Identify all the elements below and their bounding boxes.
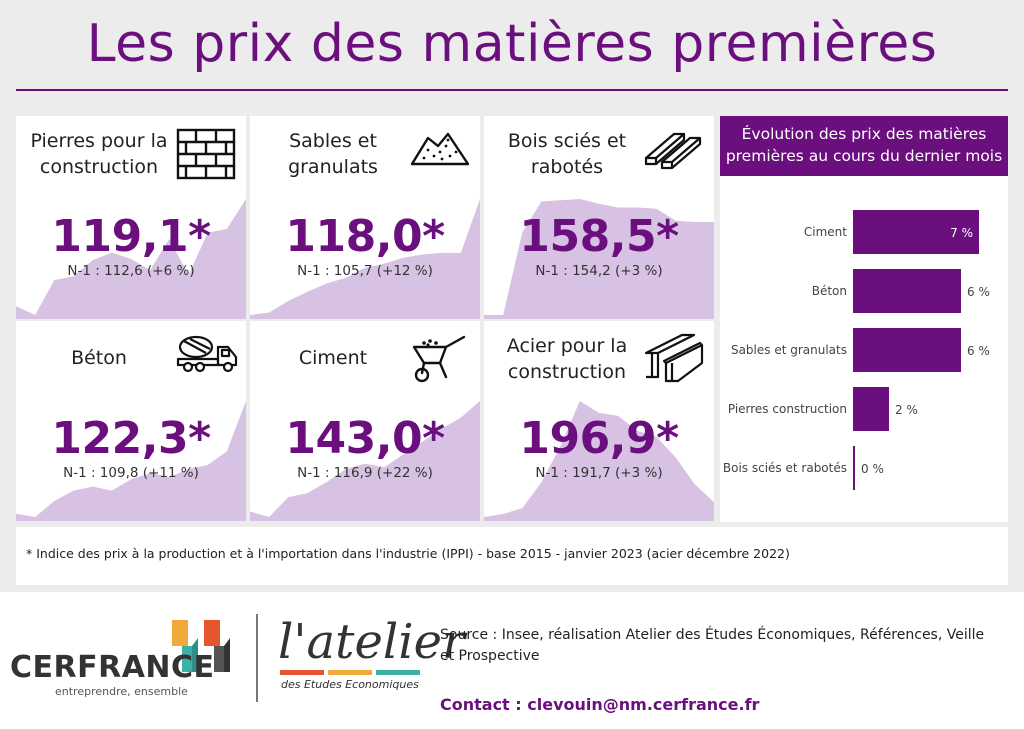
bar (853, 269, 961, 313)
atelier-logo-title: l'atelier (278, 614, 465, 670)
bar (853, 210, 979, 254)
card-previous-year: N-1 : 116,9 (+22 %) (297, 465, 433, 481)
card-value: 196,9* (519, 413, 679, 464)
indicator-card: Pierres pour la construction 119,1* N-1 : … (16, 116, 246, 319)
sand-pile-icon (410, 128, 470, 173)
footer-separator (256, 614, 258, 702)
cerfrance-brand: CERFRANCE (10, 650, 215, 685)
atelier-logo-subtitle: des Etudes Economiques (281, 678, 419, 691)
card-previous-year: N-1 : 191,7 (+3 %) (535, 465, 663, 481)
card-previous-year: N-1 : 154,2 (+3 %) (535, 263, 663, 279)
bar-value-label: 6 % (967, 285, 990, 299)
bar-category-label: Bois sciés et rabotés (723, 461, 847, 475)
panel-title: Évolution des prix des matières première… (720, 116, 1008, 176)
card-previous-year: N-1 : 105,7 (+12 %) (297, 263, 433, 279)
card-title: Ciment (298, 347, 368, 369)
card-title: Acier pour la construction (506, 335, 628, 383)
card-value: 143,0* (285, 413, 445, 464)
monthly-change-panel: Évolution des prix des matières première… (720, 116, 1008, 522)
bar (853, 387, 889, 431)
card-value: 122,3* (51, 413, 211, 464)
bar-category-label: Ciment (804, 225, 847, 239)
steel-beams-icon (644, 333, 704, 388)
indicator-card: Sables et granulats 118,0* N-1 : 105,7 (+1… (250, 116, 480, 319)
bar-category-label: Pierres construction (728, 402, 847, 416)
bar-value-label: 6 % (967, 344, 990, 358)
card-title: Sables et granulats (288, 130, 378, 178)
price-trend-area-chart (484, 199, 714, 319)
brick-wall-icon (176, 128, 236, 185)
price-trend-area (16, 199, 246, 319)
price-trend-area (250, 401, 480, 521)
price-trend-area (484, 401, 714, 521)
price-trend-area (484, 199, 714, 319)
indicator-card: Bois sciés et rabotés 158,5* N-1 : 154,2 (… (484, 116, 714, 319)
timber-planks-icon (644, 128, 704, 175)
card-title: Béton (71, 347, 127, 369)
bar-value-label: 7 % (950, 226, 973, 240)
indicator-card: Acier pour la construction 196,9* N-1 : 19… (484, 321, 714, 521)
bar-value-label: 0 % (861, 462, 884, 476)
concrete-mixer-truck-icon (176, 333, 238, 378)
price-trend-area-chart (484, 401, 714, 521)
card-value: 158,5* (519, 211, 679, 262)
bar (853, 328, 961, 372)
page-title: Les prix des matières premières (86, 14, 938, 74)
card-value: 119,1* (51, 211, 211, 262)
monthly-change-bar-chart: Ciment 7 % Béton 6 % Sables et granulats 6 % P… (723, 210, 990, 490)
source-text: Source : Insee, réalisation Atelier des … (440, 627, 985, 664)
price-trend-area (250, 199, 480, 319)
wheelbarrow-icon (410, 333, 468, 388)
indicator-card: Ciment 143,0* N-1 : 116,9 (+22 %) (250, 321, 480, 521)
atelier-color-stripes (280, 670, 420, 675)
card-title: Bois sciés et rabotés (507, 130, 627, 178)
footer: CERFRANCE entreprendre, ensemble l'ateli… (0, 592, 1024, 729)
footnote: * Indice des prix à la production et à l… (16, 527, 1008, 585)
title-divider (16, 89, 1008, 91)
cerfrance-tagline: entreprendre, ensemble (55, 685, 188, 698)
cerfrance-logo-icon (172, 620, 230, 672)
contact-link[interactable]: Contact : clevouin@nm.cerfrance.fr (440, 695, 760, 714)
price-trend-area (16, 401, 246, 521)
bar-category-label: Béton (812, 284, 847, 298)
price-trend-area-chart (250, 401, 480, 521)
price-trend-area-chart (16, 199, 246, 319)
card-previous-year: N-1 : 109,8 (+11 %) (63, 465, 199, 481)
price-trend-area-chart (16, 401, 246, 521)
bar (853, 446, 855, 490)
price-trend-area-chart (250, 199, 480, 319)
bar-category-label: Sables et granulats (731, 343, 847, 357)
card-value: 118,0* (285, 211, 445, 262)
bar-value-label: 2 % (895, 403, 918, 417)
indicator-card: Béton 122,3* N-1 : 109,8 (+11 %) (16, 321, 246, 521)
card-title: Pierres pour la construction (30, 130, 168, 178)
card-previous-year: N-1 : 112,6 (+6 %) (67, 263, 195, 279)
